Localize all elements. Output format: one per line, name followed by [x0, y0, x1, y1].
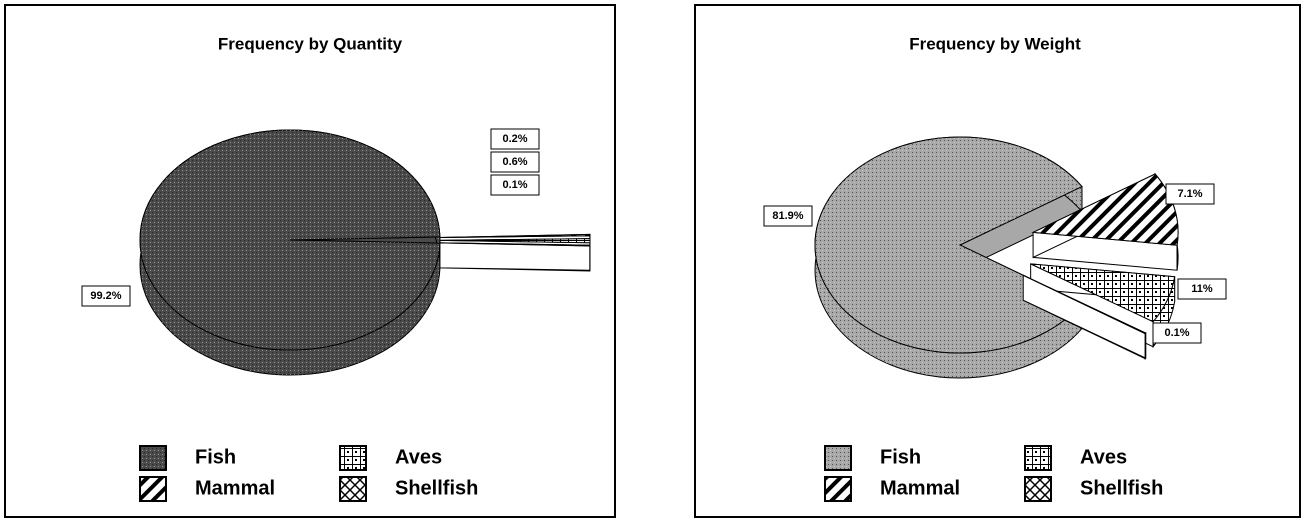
legend-swatch-pattern: [824, 445, 852, 471]
value-label-box: [1152, 322, 1202, 344]
legend-swatch-pattern: [339, 445, 367, 471]
value-label-box: [490, 151, 540, 173]
chart-title: Frequency by Weight: [909, 34, 1081, 53]
value-label-box: [1165, 183, 1215, 205]
legend-label: Mammal: [880, 477, 960, 499]
slice-pattern: [139, 129, 440, 350]
value-label-box: [81, 285, 131, 307]
slice-pattern: [439, 234, 590, 238]
value-label: 7.1%: [1177, 188, 1202, 200]
panel-frame: [4, 4, 616, 518]
legend-swatch-pattern: [1024, 476, 1052, 502]
legend-swatch-pattern: [824, 476, 852, 502]
legend-label: Aves: [1080, 446, 1127, 468]
slice-pattern: [1030, 263, 1175, 322]
value-label: 0.1%: [1164, 327, 1189, 339]
slice-pattern: [439, 238, 590, 243]
slice-pattern: [439, 242, 590, 246]
slice-pattern: [815, 137, 1082, 354]
legend-label: Shellfish: [395, 477, 478, 499]
value-label: 0.2%: [502, 133, 527, 145]
legend-swatch-pattern: [339, 476, 367, 502]
legend-swatch-pattern: [139, 445, 167, 471]
slice-pattern: [1023, 275, 1146, 334]
value-label: 99.2%: [90, 290, 121, 302]
legend-label: Shellfish: [1080, 477, 1163, 499]
panel-frame: [694, 4, 1301, 518]
legend-swatch-pattern: [1024, 445, 1052, 471]
legend-label: Aves: [395, 446, 442, 468]
slice-side: [439, 242, 591, 272]
value-label: 0.6%: [502, 156, 527, 168]
legend-swatch-pattern: [139, 476, 167, 502]
value-label-box: [763, 205, 813, 227]
chart-title: Frequency by Quantity: [218, 34, 403, 53]
value-label: 81.9%: [772, 210, 803, 222]
legend-label: Fish: [880, 446, 921, 468]
slice-pattern: [1033, 174, 1179, 246]
legend-label: Fish: [195, 446, 236, 468]
legend-label: Mammal: [195, 477, 275, 499]
value-label-box: [490, 174, 540, 196]
value-label: 11%: [1191, 283, 1213, 295]
value-label: 0.1%: [502, 179, 527, 191]
value-label-box: [490, 128, 540, 150]
value-label-box: [1177, 278, 1227, 300]
